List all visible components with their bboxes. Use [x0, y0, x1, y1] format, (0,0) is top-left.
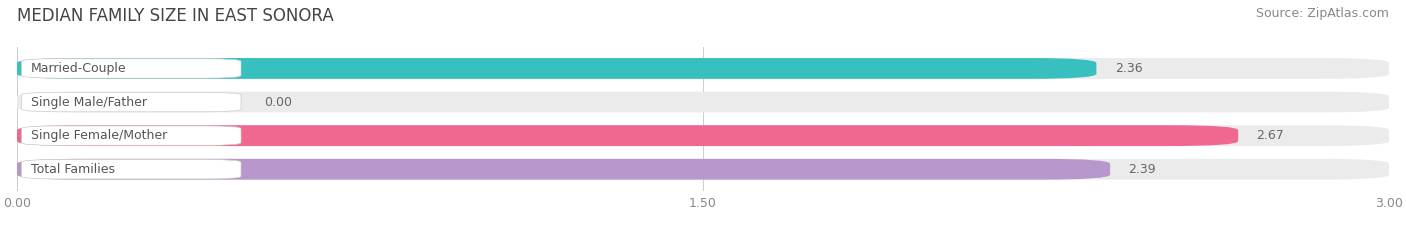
FancyBboxPatch shape — [17, 159, 1111, 180]
Text: Source: ZipAtlas.com: Source: ZipAtlas.com — [1256, 7, 1389, 20]
Text: Married-Couple: Married-Couple — [31, 62, 127, 75]
Text: 2.39: 2.39 — [1129, 163, 1156, 176]
Text: Total Families: Total Families — [31, 163, 115, 176]
Text: 2.36: 2.36 — [1115, 62, 1142, 75]
Text: Single Male/Father: Single Male/Father — [31, 96, 146, 109]
Text: Single Female/Mother: Single Female/Mother — [31, 129, 167, 142]
FancyBboxPatch shape — [17, 92, 1389, 113]
FancyBboxPatch shape — [17, 58, 1097, 79]
Text: MEDIAN FAMILY SIZE IN EAST SONORA: MEDIAN FAMILY SIZE IN EAST SONORA — [17, 7, 333, 25]
Text: 0.00: 0.00 — [264, 96, 292, 109]
FancyBboxPatch shape — [17, 125, 1389, 146]
FancyBboxPatch shape — [21, 126, 240, 145]
FancyBboxPatch shape — [17, 125, 1239, 146]
FancyBboxPatch shape — [17, 159, 1389, 180]
Text: 2.67: 2.67 — [1257, 129, 1284, 142]
FancyBboxPatch shape — [21, 159, 240, 179]
FancyBboxPatch shape — [17, 58, 1389, 79]
FancyBboxPatch shape — [21, 59, 240, 78]
FancyBboxPatch shape — [21, 92, 240, 112]
